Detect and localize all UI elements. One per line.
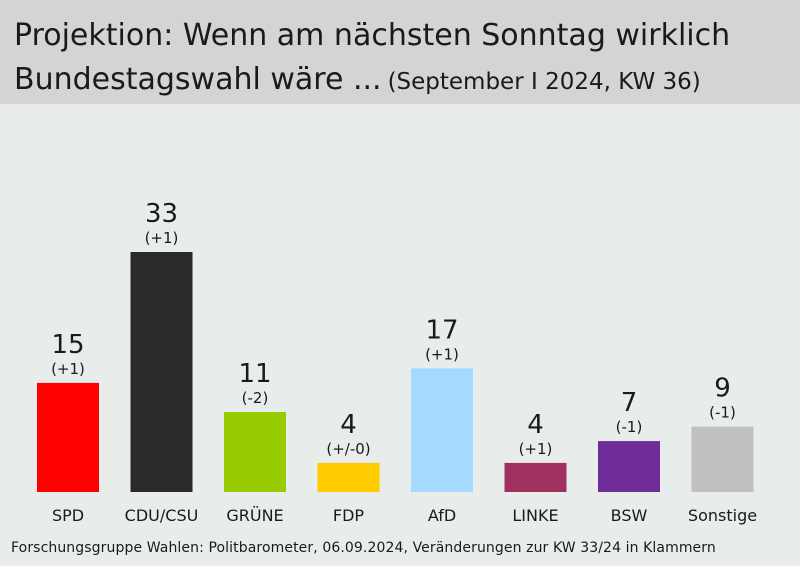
category-label-afd: AfD bbox=[428, 506, 456, 525]
category-label-spd: SPD bbox=[52, 506, 84, 525]
change-label-bsw: (-1) bbox=[616, 418, 643, 436]
value-label-spd: 15 bbox=[51, 330, 84, 360]
value-label-sonstige: 9 bbox=[714, 374, 731, 404]
change-label-spd: (+1) bbox=[51, 360, 85, 378]
bar-cdu-csu bbox=[130, 252, 193, 492]
chart-title-line-2-text: Bundestagswahl wäre ... bbox=[14, 62, 382, 97]
bar-afd bbox=[411, 368, 473, 492]
value-label-linke: 4 bbox=[527, 410, 544, 440]
change-label-fdp: (+/-0) bbox=[326, 440, 370, 458]
category-label-cdu-csu: CDU/CSU bbox=[125, 506, 199, 525]
bar-grüne bbox=[224, 412, 286, 492]
category-label-bsw: BSW bbox=[611, 506, 648, 525]
category-label-linke: LINKE bbox=[512, 506, 558, 525]
category-label-grüne: GRÜNE bbox=[226, 506, 283, 525]
bar-chart: (+1)15SPD(+1)33CDU/CSU(-2)11GRÜNE(+/-0)4… bbox=[37, 199, 757, 525]
value-label-grüne: 11 bbox=[238, 359, 271, 389]
chart-title-line-1: Projektion: Wenn am nächsten Sonntag wir… bbox=[14, 18, 731, 53]
change-label-grüne: (-2) bbox=[242, 389, 269, 407]
value-label-bsw: 7 bbox=[621, 388, 638, 418]
header: Projektion: Wenn am nächsten Sonntag wir… bbox=[0, 0, 800, 104]
value-label-afd: 17 bbox=[425, 315, 458, 345]
category-label-fdp: FDP bbox=[333, 506, 365, 525]
chart-subtitle: (September I 2024, KW 36) bbox=[387, 69, 701, 95]
change-label-cdu-csu: (+1) bbox=[145, 229, 179, 247]
bar-linke bbox=[504, 462, 567, 492]
bar-spd bbox=[37, 382, 99, 492]
chart-title-line-2: Bundestagswahl wäre ... (September I 2024… bbox=[14, 62, 701, 97]
bar-fdp bbox=[317, 462, 380, 492]
change-label-sonstige: (-1) bbox=[709, 404, 736, 422]
source-footnote: Forschungsgruppe Wahlen: Politbarometer,… bbox=[11, 540, 716, 556]
change-label-linke: (+1) bbox=[519, 440, 553, 458]
value-label-cdu-csu: 33 bbox=[145, 199, 178, 229]
value-label-fdp: 4 bbox=[340, 410, 357, 440]
bar-sonstige bbox=[691, 426, 754, 492]
bar-bsw bbox=[598, 441, 660, 492]
change-label-afd: (+1) bbox=[425, 345, 459, 363]
category-label-sonstige: Sonstige bbox=[688, 506, 757, 525]
